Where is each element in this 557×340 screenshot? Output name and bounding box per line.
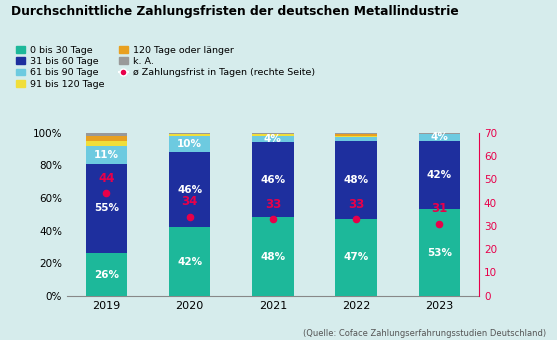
Bar (335, 137, 377, 141)
Text: 53%: 53% (427, 248, 452, 258)
Text: (Quelle: Coface Zahlungserfahrungsstudien Deutschland): (Quelle: Coface Zahlungserfahrungsstudie… (303, 329, 546, 338)
Text: 4%: 4% (431, 133, 448, 142)
Bar (419, 209, 460, 296)
Point (102, 190, 111, 196)
Text: 42%: 42% (177, 256, 202, 267)
Bar (169, 134, 211, 136)
Bar (86, 146, 127, 164)
Bar (335, 136, 377, 137)
Text: 46%: 46% (260, 175, 286, 185)
Bar (252, 134, 294, 136)
Bar (86, 164, 127, 253)
Bar (86, 133, 127, 136)
Point (351, 216, 360, 222)
Bar (419, 141, 460, 209)
Text: 47%: 47% (344, 252, 369, 262)
Bar (419, 134, 460, 141)
Text: 48%: 48% (344, 175, 369, 185)
Bar (252, 136, 294, 142)
Bar (252, 133, 294, 134)
Bar (335, 134, 377, 136)
Point (185, 214, 194, 219)
Text: 10%: 10% (177, 139, 202, 149)
Text: 11%: 11% (94, 150, 119, 160)
Bar (169, 152, 211, 227)
Legend: 0 bis 30 Tage, 31 bis 60 Tage, 61 bis 90 Tage, 91 bis 120 Tage, 120 Tage oder lä: 0 bis 30 Tage, 31 bis 60 Tage, 61 bis 90… (16, 46, 315, 89)
Point (268, 216, 277, 222)
Text: 26%: 26% (94, 270, 119, 279)
Text: 33: 33 (265, 198, 281, 211)
Bar (169, 133, 211, 134)
Bar (86, 136, 127, 141)
Bar (86, 253, 127, 296)
Point (435, 221, 444, 226)
Text: 4%: 4% (264, 134, 282, 144)
Text: 48%: 48% (260, 252, 286, 262)
Bar (169, 227, 211, 296)
Bar (86, 141, 127, 146)
Text: 42%: 42% (427, 170, 452, 180)
Text: 46%: 46% (177, 185, 202, 195)
Text: Durchschnittliche Zahlungsfristen der deutschen Metallindustrie: Durchschnittliche Zahlungsfristen der de… (11, 5, 459, 18)
Bar (252, 218, 294, 296)
Text: 34: 34 (182, 195, 198, 208)
Bar (335, 219, 377, 296)
Bar (335, 141, 377, 219)
Text: 55%: 55% (94, 203, 119, 214)
Bar (169, 136, 211, 152)
Bar (252, 142, 294, 218)
Bar (335, 133, 377, 134)
Bar (419, 133, 460, 134)
Text: 44: 44 (98, 172, 115, 185)
Text: 31: 31 (431, 202, 448, 215)
Text: 33: 33 (348, 198, 364, 211)
